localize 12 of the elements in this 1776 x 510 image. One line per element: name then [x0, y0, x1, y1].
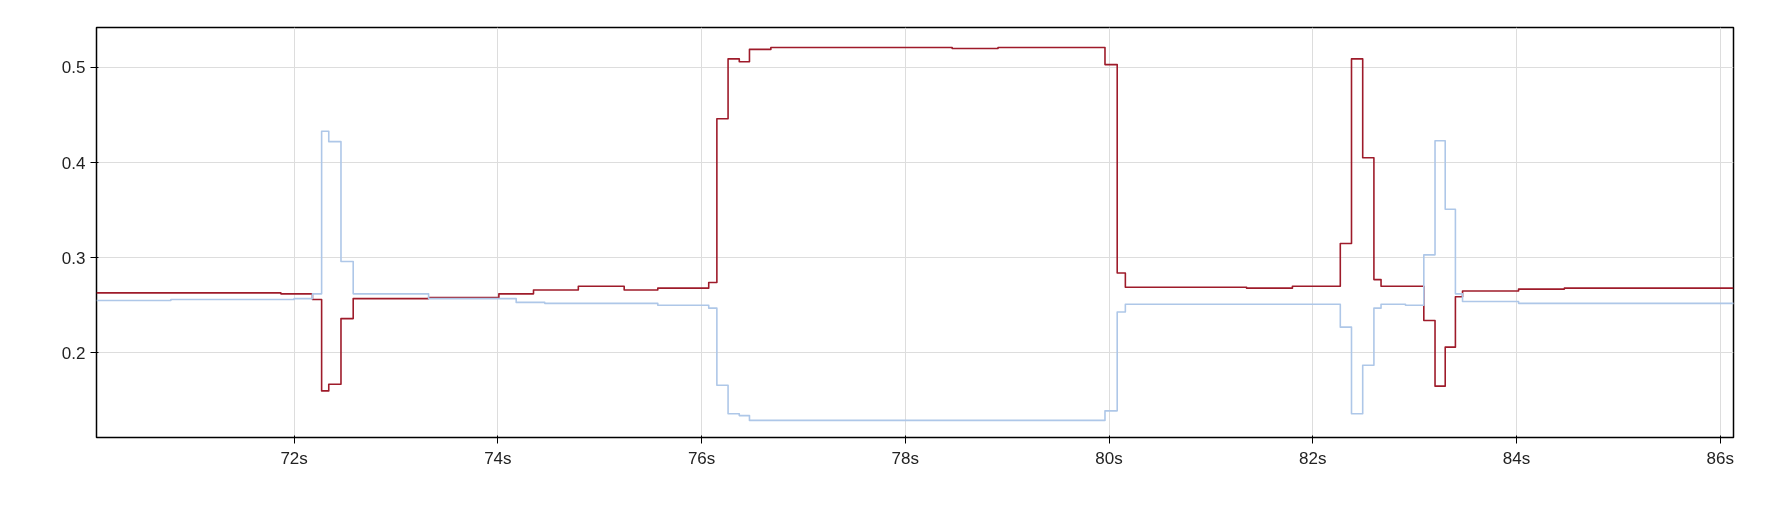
- x-tick-label: 86s: [1706, 448, 1734, 468]
- x-tick-label: 72s: [280, 448, 308, 468]
- x-tick-label: 82s: [1299, 448, 1327, 468]
- x-tick-label: 80s: [1095, 448, 1123, 468]
- x-tick-label: 84s: [1502, 448, 1531, 468]
- y-tick-label: 0.5: [61, 58, 86, 78]
- y-tick-label: 0.3: [61, 248, 86, 268]
- x-tick-label: 74s: [484, 448, 512, 468]
- y-tick-label: 0.2: [61, 343, 86, 363]
- x-tick-label: 76s: [687, 448, 716, 468]
- x-tick-label: 78s: [891, 448, 920, 468]
- y-tick-label: 0.4: [61, 153, 86, 173]
